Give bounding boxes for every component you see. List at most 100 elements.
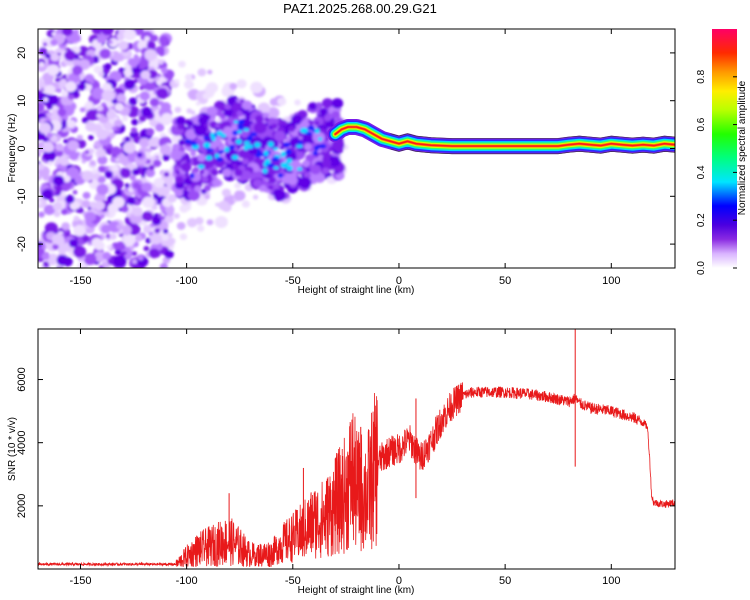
spectrum-cell bbox=[233, 190, 246, 201]
spectrum-cell bbox=[81, 200, 91, 209]
spectrum-core bbox=[243, 144, 249, 151]
spectrum-cell bbox=[104, 63, 112, 70]
spectrum-cell bbox=[91, 29, 102, 35]
spectrum-cell bbox=[179, 204, 189, 213]
spectrum-cell bbox=[67, 182, 73, 187]
spectrum-cell bbox=[253, 179, 263, 188]
spectrum-core bbox=[206, 148, 214, 152]
spectrum-cell bbox=[63, 175, 71, 183]
spectrum-cell bbox=[258, 184, 267, 192]
spectrum-cell bbox=[236, 79, 247, 89]
spectrum-core bbox=[307, 125, 315, 131]
spectrum-cell bbox=[321, 98, 333, 109]
spectrum-cell bbox=[72, 65, 83, 76]
spectrum-cell bbox=[59, 78, 67, 85]
spectrum-cell bbox=[73, 245, 87, 258]
spectrum-core bbox=[313, 145, 320, 151]
spectrum-cell bbox=[113, 119, 123, 128]
spectrum-cell bbox=[42, 136, 49, 142]
spectrum-cell bbox=[153, 159, 162, 168]
spectrum-cell bbox=[268, 177, 275, 184]
spectrum-cell bbox=[164, 250, 174, 259]
y-tick-label: 20 bbox=[16, 47, 28, 59]
spectrum-cell bbox=[148, 248, 160, 259]
spectrum-cell bbox=[139, 137, 150, 148]
spectrum-cell bbox=[124, 183, 130, 188]
spectrum-cell bbox=[51, 233, 65, 245]
spectrum-cell bbox=[220, 204, 226, 210]
spectrum-cell bbox=[153, 177, 165, 188]
spectrum-cell bbox=[144, 49, 158, 61]
spectrum-cell bbox=[167, 232, 173, 238]
spectrum-cell bbox=[138, 63, 146, 70]
spectrum-cell bbox=[254, 115, 264, 124]
spectrum-core bbox=[233, 120, 239, 124]
spectrum-cell bbox=[221, 188, 232, 197]
spectrum-cell bbox=[319, 108, 328, 116]
spectrum-cell bbox=[294, 99, 301, 106]
spectrum-cell bbox=[178, 60, 186, 68]
spectrum-cell bbox=[193, 124, 207, 137]
spectrogram-heatmap bbox=[38, 29, 349, 268]
spectrum-cell bbox=[234, 116, 240, 122]
spectrum-core bbox=[277, 173, 284, 178]
spectrum-cell bbox=[38, 152, 41, 157]
spectrum-cell bbox=[70, 166, 76, 171]
spectrogram-y-axis: -20 -10 0 10 20 bbox=[16, 47, 675, 252]
spectrum-cell bbox=[204, 158, 215, 168]
spectrum-cell bbox=[44, 222, 58, 235]
colorbar-label: Normalized spectral amplitude bbox=[737, 80, 748, 215]
spectrum-cell bbox=[234, 169, 243, 177]
spectrum-cell bbox=[99, 214, 105, 219]
spectrum-cell bbox=[75, 208, 81, 213]
spectrum-cell bbox=[172, 143, 180, 151]
spectrum-cell bbox=[128, 97, 138, 106]
spectrum-cell bbox=[302, 160, 311, 168]
snr-x-axis: -150 -100 -50 0 50 100 bbox=[69, 329, 620, 587]
y-tick-label: 6000 bbox=[16, 367, 28, 391]
spectrum-cell bbox=[158, 50, 165, 57]
spectrum-cell bbox=[174, 188, 184, 197]
spectrum-cell bbox=[159, 195, 165, 200]
spectrum-core bbox=[229, 144, 235, 151]
spectrum-cell bbox=[148, 164, 155, 171]
spectrum-cell bbox=[317, 154, 324, 160]
spectrum-cell bbox=[111, 126, 117, 131]
spectrum-cell bbox=[206, 82, 219, 94]
spectrum-cell bbox=[81, 159, 87, 164]
spectrum-cell bbox=[155, 87, 169, 100]
y-tick-label: 0 bbox=[16, 145, 28, 151]
spectrum-cell bbox=[218, 169, 224, 175]
ridge-edge bbox=[390, 148, 675, 155]
spectrum-cell bbox=[275, 161, 281, 167]
spectrum-cell bbox=[212, 139, 222, 147]
spectrum-cell bbox=[175, 169, 181, 175]
spectrum-cell bbox=[298, 177, 312, 189]
spectrum-cell bbox=[109, 132, 116, 138]
spectrum-cell bbox=[141, 106, 153, 117]
spectrum-cell bbox=[272, 188, 283, 198]
snr-y-label: SNR (10 * v/v) bbox=[7, 417, 18, 481]
snr-panel: -150 -100 -50 0 50 100 2000 4000 6000 Height of… bbox=[7, 328, 676, 596]
spectrum-cell bbox=[85, 109, 99, 121]
spectrum-cell bbox=[41, 252, 50, 261]
spectrum-cell bbox=[115, 158, 120, 163]
spectrum-cell bbox=[106, 110, 117, 120]
spectrum-cell bbox=[204, 194, 211, 200]
snr-x-label: Height of straight line (km) bbox=[298, 585, 415, 596]
spectrum-cell bbox=[163, 171, 170, 177]
spectrum-cell bbox=[129, 246, 135, 251]
spectrum-cell bbox=[161, 112, 173, 123]
spectrum-cell bbox=[145, 159, 151, 164]
spectrum-core bbox=[243, 140, 250, 145]
spectrum-core bbox=[266, 162, 275, 168]
colorbar-gradient bbox=[712, 29, 737, 268]
spectrum-cell bbox=[164, 214, 174, 224]
spectrum-cell bbox=[122, 234, 136, 247]
spectrum-cell bbox=[149, 97, 160, 107]
spectrum-cell bbox=[73, 224, 86, 237]
spectrum-cell bbox=[142, 196, 155, 209]
spectrum-cell bbox=[42, 173, 51, 181]
spectrum-cell bbox=[183, 177, 193, 186]
spectrum-cell bbox=[131, 251, 137, 256]
